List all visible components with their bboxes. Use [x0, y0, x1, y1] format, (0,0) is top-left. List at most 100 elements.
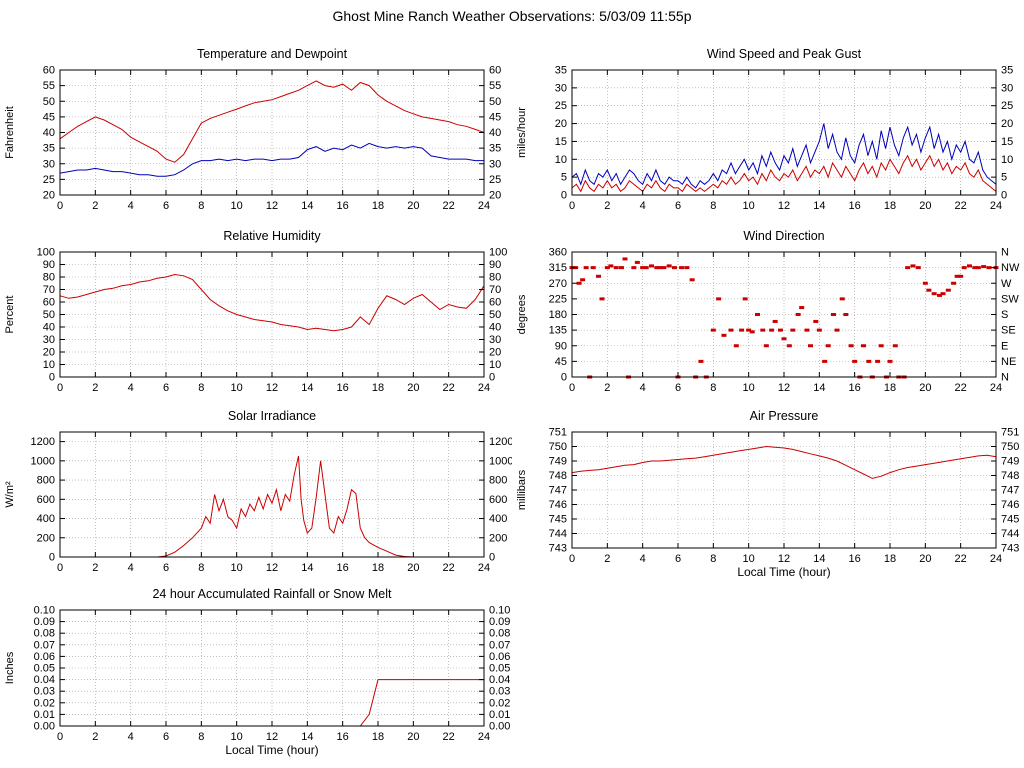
y-tick-label-right: 0.01 [489, 709, 510, 721]
y-tick-label-left: 100 [37, 247, 55, 259]
series [571, 445, 997, 479]
y-tick-label-right: 0.08 [489, 628, 510, 640]
y-tick-label-left: 60 [43, 297, 55, 309]
x-tick-label: 22 [955, 382, 967, 394]
gridlines [59, 251, 485, 378]
y-tick-label-left: 50 [43, 96, 55, 108]
y-tick-label-right: 90 [489, 259, 501, 271]
y-tick-label-left: 40 [43, 127, 55, 139]
scatter-marker [654, 266, 660, 270]
scatter-marker [746, 328, 752, 332]
x-tick-label: 20 [407, 382, 419, 394]
y-tick-label-left: 80 [43, 272, 55, 284]
chart-title: Air Pressure [750, 409, 819, 423]
x-tick-label: 2 [604, 382, 610, 394]
scatter-marker [634, 260, 640, 264]
x-tick-label: 12 [778, 553, 790, 565]
scatter-marker [931, 292, 937, 296]
y-tick-label-left: 20 [555, 118, 567, 130]
x-tick-label: 22 [443, 382, 455, 394]
gridlines [571, 431, 997, 549]
x-tick-label: 12 [266, 562, 278, 574]
y-tick-label-right: 10 [489, 359, 501, 371]
x-tick-label: 18 [372, 200, 384, 212]
y-tick-label-left: 0.06 [34, 651, 55, 663]
x-tick-label: 0 [57, 200, 63, 212]
y-tick-label-right: 0.05 [489, 663, 510, 675]
y-tick-label-right: 10 [1001, 154, 1013, 166]
y-tick-label-left: 400 [37, 513, 55, 525]
scatter-marker [981, 265, 987, 269]
x-tick-label: 8 [198, 562, 204, 574]
x-tick-label: 4 [640, 200, 646, 212]
scatter-marker [958, 274, 964, 278]
y-tick-label-left: 0 [561, 190, 567, 202]
scatter-marker [643, 266, 649, 270]
axis-ticks [571, 69, 997, 196]
x-tick-label: 8 [198, 731, 204, 743]
scatter-marker [661, 266, 667, 270]
y-tick-label-left: 50 [43, 309, 55, 321]
y-tick-label-left: 360 [549, 247, 567, 259]
x-axis-label: Local Time (hour) [737, 565, 830, 579]
x-tick-label: 0 [57, 382, 63, 394]
scatter-marker [986, 266, 992, 270]
series-air-pressure [571, 445, 997, 479]
series-humidity [59, 273, 485, 332]
x-tick-label: 22 [443, 562, 455, 574]
y-tick-label-right: 70 [489, 284, 501, 296]
x-tick-label: 10 [231, 382, 243, 394]
y-tick-label-left: 315 [549, 262, 567, 274]
y-axis-label: Inches [4, 651, 16, 684]
y-tick-label-right: 1200 [489, 436, 512, 448]
scatter-marker [878, 344, 884, 348]
x-tick-label: 12 [266, 731, 278, 743]
gridlines [571, 251, 997, 378]
axis-tick-labels: 743 743 744 744 745 745 746 746 747 747 748 748 749 7… [549, 427, 1020, 566]
y-tick-label-left: 45 [43, 111, 55, 123]
y-tick-label-right: 0 [489, 552, 495, 564]
scatter-marker [945, 288, 951, 292]
x-tick-label: 24 [478, 382, 490, 394]
y-tick-label-left: 5 [561, 172, 567, 184]
x-tick-label: 24 [990, 382, 1002, 394]
scatter-marker [915, 266, 921, 270]
scatter-marker [972, 266, 978, 270]
y-tick-label-right: SW [1001, 293, 1019, 305]
y-tick-label-right: 0.07 [489, 639, 510, 651]
x-tick-label: 14 [301, 562, 313, 574]
scatter-marker [631, 266, 637, 270]
y-tick-label-right: W [1001, 278, 1012, 290]
x-tick-label: 14 [301, 200, 313, 212]
x-tick-label: 22 [955, 200, 967, 212]
gridlines [59, 432, 485, 558]
scatter-marker [763, 344, 769, 348]
y-tick-label-right: 55 [489, 80, 501, 92]
x-tick-label: 6 [163, 562, 169, 574]
x-tick-label: 24 [990, 200, 1002, 212]
x-tick-label: 10 [231, 731, 243, 743]
chart-title: Wind Direction [743, 229, 824, 243]
scatter-marker [910, 264, 916, 268]
scatter-marker [848, 344, 854, 348]
scatter-marker [604, 266, 610, 270]
scatter-marker [742, 297, 748, 301]
x-tick-label: 24 [478, 562, 490, 574]
y-tick-label-right: 400 [489, 513, 507, 525]
chart-temperature-dewpoint: 20 20 25 25 30 30 35 35 40 40 45 45 50 50 55 55 60 60 0 2 4 6… [0, 40, 512, 218]
chart-air-pressure: 743 743 744 744 745 745 746 746 747 747 748 748 749 7… [512, 402, 1024, 580]
axis-ticks [59, 251, 485, 378]
x-tick-label: 4 [128, 382, 134, 394]
y-tick-label-right: 15 [1001, 136, 1013, 148]
y-tick-label-right: 60 [489, 65, 501, 77]
air-pressure-plot: 743 743 744 744 745 745 746 746 747 747 748 748 749 7… [516, 409, 1020, 579]
y-tick-label-left: 20 [43, 190, 55, 202]
y-tick-label-left: 747 [549, 485, 567, 497]
page-title: Ghost Mine Ranch Weather Observations: 5… [332, 8, 692, 24]
scatter-marker [576, 281, 582, 285]
scatter-marker [590, 266, 596, 270]
scatter-marker [866, 359, 872, 363]
x-tick-label: 18 [884, 200, 896, 212]
y-tick-label-right: 0.06 [489, 651, 510, 663]
y-tick-label-left: 746 [549, 499, 567, 511]
